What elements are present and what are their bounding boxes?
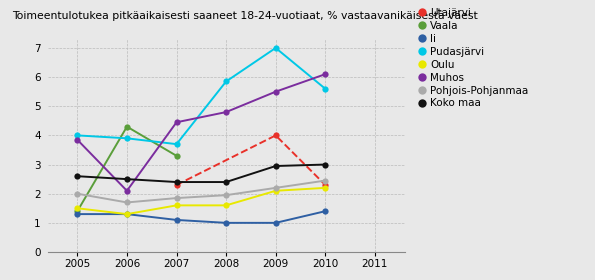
Legend: Utajärvi, Vaala, Ii, Pudasjärvi, Oulu, Muhos, Pohjois-Pohjanmaa, Koko maa: Utajärvi, Vaala, Ii, Pudasjärvi, Oulu, M… — [419, 8, 528, 108]
Text: Toimeentulotukea pitkäaikaisesti saaneet 18-24-vuotiaat, % vastaavanikäisestä vä: Toimeentulotukea pitkäaikaisesti saaneet… — [12, 11, 478, 21]
